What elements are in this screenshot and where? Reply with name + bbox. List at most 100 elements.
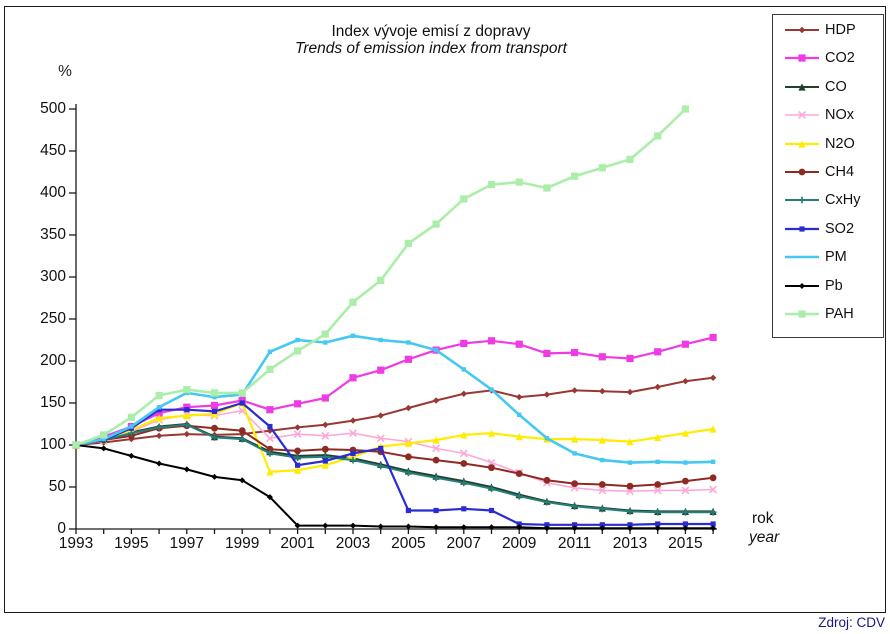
marker-square <box>323 340 328 345</box>
chart-subtitle: Trends of emission index from transport <box>295 40 567 57</box>
marker-square <box>515 340 523 348</box>
marker-square <box>295 337 300 343</box>
legend-swatch-CO2 <box>785 54 819 62</box>
marker-diamond <box>377 412 384 419</box>
marker-square <box>799 226 805 232</box>
marker-circle <box>211 424 218 432</box>
marker-square <box>487 337 496 345</box>
marker-plus <box>798 196 806 204</box>
marker-diamond <box>682 378 689 385</box>
marker-plus <box>128 429 135 437</box>
marker-plus <box>626 508 634 515</box>
legend-swatch-NOx <box>785 111 819 120</box>
marker-square <box>350 333 356 338</box>
marker-diamond <box>211 473 218 480</box>
marker-square <box>543 184 551 192</box>
marker-square <box>156 407 162 413</box>
marker-diamond <box>322 421 329 428</box>
marker-square <box>543 349 551 357</box>
marker-square <box>515 178 523 186</box>
marker-square <box>155 409 163 417</box>
marker-square <box>627 522 633 528</box>
x-tick-label: 2013 <box>612 535 648 552</box>
marker-x <box>293 430 302 439</box>
marker-x <box>321 431 330 440</box>
marker-diamond <box>654 525 661 532</box>
marker-square <box>461 367 466 372</box>
marker-plus <box>543 498 551 506</box>
marker-square <box>377 366 385 374</box>
marker-square <box>378 337 383 343</box>
marker-square <box>404 355 412 363</box>
legend-label-N2O: N2O <box>825 135 855 152</box>
x-axis-label-english: year <box>749 529 780 546</box>
marker-circle <box>294 447 301 455</box>
marker-square <box>238 389 246 397</box>
marker-diamond <box>627 525 633 532</box>
marker-diamond <box>322 522 329 529</box>
marker-plus <box>709 508 717 516</box>
series-line-CO <box>75 423 714 513</box>
marker-x <box>798 111 806 120</box>
marker-triangle <box>404 439 412 447</box>
marker-x <box>432 444 441 453</box>
marker-plus <box>155 424 163 431</box>
legend-swatch-N2O <box>785 139 819 148</box>
series-line-PM <box>75 334 714 464</box>
marker-square <box>710 459 716 464</box>
marker-circle <box>488 464 495 472</box>
legend-label-PM: PM <box>825 249 847 266</box>
marker-square <box>349 374 357 382</box>
marker-plus <box>349 456 357 464</box>
marker-diamond <box>183 466 190 473</box>
chart-title: Index vývoje emisí z dopravy <box>331 23 531 40</box>
marker-circle <box>798 168 806 176</box>
legend-item-N2O: N2O <box>783 136 855 152</box>
marker-diamond <box>350 522 356 529</box>
x-tick-label: 1993 <box>58 535 94 552</box>
marker-plus <box>598 505 606 513</box>
y-tick-label: 200 <box>40 352 66 369</box>
legend-item-CxHy: CxHy <box>783 192 860 208</box>
series-line-N2O <box>75 401 714 473</box>
marker-diamond <box>294 424 301 431</box>
x-tick-label: 2005 <box>391 535 426 552</box>
marker-circle <box>598 481 606 488</box>
marker-square <box>682 521 688 527</box>
marker-square <box>517 412 522 417</box>
marker-triangle <box>266 468 274 476</box>
marker-square <box>267 423 273 430</box>
marker-square <box>489 387 494 392</box>
marker-square <box>655 521 661 527</box>
marker-diamond <box>599 525 606 532</box>
marker-square <box>294 400 302 408</box>
legend-label-NOx: NOx <box>825 107 854 124</box>
marker-plus <box>571 502 578 510</box>
y-tick-label: 150 <box>40 394 66 411</box>
marker-plus <box>211 434 218 441</box>
legend-label-PAH: PAH <box>825 306 854 322</box>
marker-diamond <box>405 523 412 530</box>
marker-triangle <box>798 83 806 91</box>
marker-diamond <box>571 525 578 532</box>
marker-square <box>598 164 606 172</box>
marker-square <box>350 450 356 456</box>
marker-square <box>266 406 274 414</box>
marker-square <box>709 333 717 342</box>
legend-label-CO2: CO2 <box>825 50 855 67</box>
marker-square <box>405 507 411 514</box>
marker-circle <box>682 477 689 485</box>
legend-swatch-SO2 <box>785 226 819 232</box>
marker-diamond <box>128 452 135 459</box>
marker-diamond <box>710 525 717 532</box>
marker-circle <box>321 445 329 453</box>
marker-x <box>626 487 634 496</box>
marker-square <box>378 445 384 451</box>
legend-label-Pb: Pb <box>825 277 843 294</box>
marker-square <box>266 365 274 373</box>
marker-diamond <box>799 282 805 289</box>
series-line-SO2 <box>75 401 714 526</box>
marker-square <box>600 457 605 463</box>
legend-item-PM: PM <box>783 249 847 265</box>
